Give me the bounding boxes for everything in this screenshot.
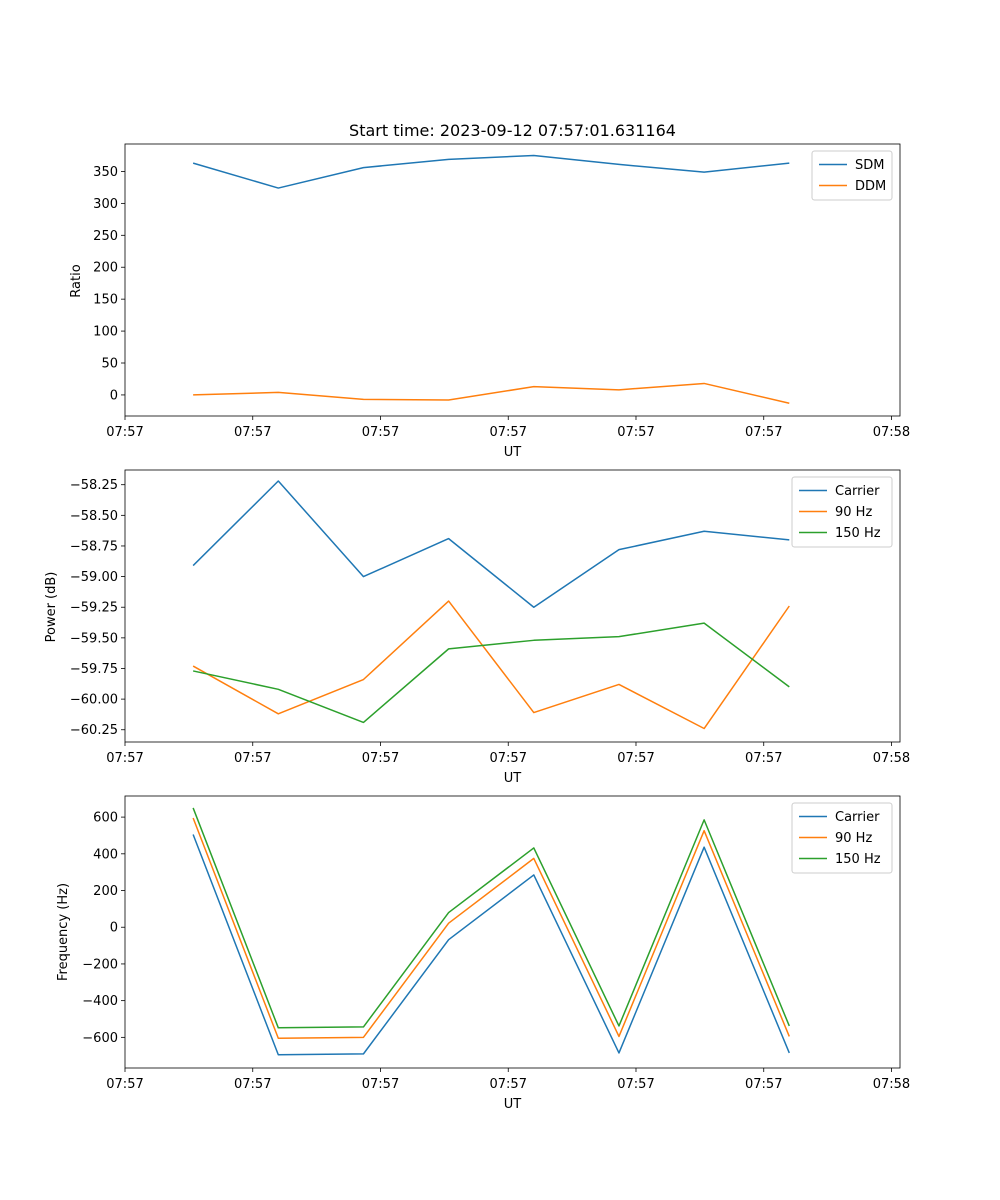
axes-frame (124, 795, 901, 1069)
y-tick-label: 200 (93, 261, 118, 276)
legend: Carrier 90 Hz 150 Hz (791, 802, 893, 874)
series-line-carrier (192, 834, 790, 1056)
x-axis-label: UT (504, 771, 522, 786)
y-tick-label: −600 (82, 1031, 118, 1046)
x-tick-label: 07:58 (873, 1077, 910, 1092)
x-axis-label: UT (504, 445, 522, 460)
y-tick-label: 400 (93, 847, 118, 862)
x-tick-label: 07:57 (745, 425, 782, 440)
x-axis-label: UT (504, 1097, 522, 1112)
frequency-subplot: UT Frequency (Hz) 07:57 07:57 07:57 07:57 07… (56, 795, 910, 1112)
series-line-ddm (193, 382, 790, 404)
x-tick-label: 07:57 (234, 1077, 271, 1092)
x-tick-label: 07:57 (234, 425, 271, 440)
legend-label: SDM (855, 158, 884, 173)
x-tick-label: 07:57 (234, 751, 271, 766)
x-tick-label: 07:57 (362, 1077, 399, 1092)
y-tick-label: 300 (93, 197, 118, 212)
legend-label: 150 Hz (835, 852, 881, 867)
y-tick-label: 150 (93, 293, 118, 308)
legend: Carrier 90 Hz 150 Hz (791, 476, 893, 548)
legend-box (791, 476, 893, 548)
y-tick-label: 0 (110, 921, 118, 936)
legend-label: Carrier (835, 484, 880, 499)
x-tick-label: 07:57 (490, 425, 527, 440)
x-tick-label: 07:57 (106, 751, 143, 766)
y-axis-label: Ratio (69, 264, 84, 297)
axes-frame (124, 143, 901, 417)
x-tick-label: 07:58 (873, 751, 910, 766)
y-tick-label: −58.75 (70, 539, 118, 554)
legend-label: 90 Hz (835, 505, 872, 520)
x-tick-label: 07:58 (873, 425, 910, 440)
y-tick-label: 0 (110, 388, 118, 403)
y-axis-label: Frequency (Hz) (56, 883, 71, 981)
y-tick-label: −58.50 (70, 509, 118, 524)
y-tick-label: −400 (82, 994, 118, 1009)
y-tick-label: −60.25 (70, 723, 118, 738)
power-subplot: UT Power (dB) 07:57 07:57 07:57 07:57 07:57 0… (44, 469, 910, 786)
series-line-150-hz (192, 807, 790, 1029)
series-line-90-hz (192, 817, 790, 1040)
y-tick-label: 100 (93, 325, 118, 340)
x-tick-label: 07:57 (490, 751, 527, 766)
legend-label: 150 Hz (835, 526, 881, 541)
series-line-carrier (192, 480, 790, 608)
chart-title: Start time: 2023-09-12 07:57:01.631164 (349, 121, 676, 140)
x-tick-label: 07:57 (106, 425, 143, 440)
ratio-subplot: Start time: 2023-09-12 07:57:01.631164 U… (69, 121, 910, 460)
legend: SDM DDM (811, 150, 893, 201)
x-tick-label: 07:57 (745, 751, 782, 766)
y-tick-label: −59.00 (70, 570, 118, 585)
legend-label: DDM (855, 179, 886, 194)
series-line-150-hz (192, 622, 790, 724)
x-tick-label: 07:57 (362, 751, 399, 766)
x-tick-label: 07:57 (617, 751, 654, 766)
x-tick-label: 07:57 (490, 1077, 527, 1092)
y-axis-label: Power (dB) (44, 572, 59, 643)
legend-label: Carrier (835, 810, 880, 825)
legend-box (791, 802, 893, 874)
y-tick-label: −59.50 (70, 631, 118, 646)
x-tick-label: 07:57 (362, 425, 399, 440)
axes-frame (124, 469, 901, 743)
x-tick-label: 07:57 (745, 1077, 782, 1092)
y-tick-label: 600 (93, 811, 118, 826)
series-line-sdm (192, 154, 790, 189)
x-tick-label: 07:57 (106, 1077, 143, 1092)
x-tick-label: 07:57 (617, 1077, 654, 1092)
y-tick-label: 350 (93, 165, 118, 180)
y-tick-label: 250 (93, 229, 118, 244)
y-tick-label: 200 (93, 884, 118, 899)
legend-box (811, 150, 893, 201)
y-tick-label: −59.25 (70, 601, 118, 616)
y-tick-label: −200 (82, 957, 118, 972)
series-line-90-hz (192, 600, 790, 730)
y-tick-label: −60.00 (70, 693, 118, 708)
legend-label: 90 Hz (835, 831, 872, 846)
y-tick-label: −58.25 (70, 478, 118, 493)
y-tick-label: −59.75 (70, 662, 118, 677)
y-tick-label: 50 (101, 357, 118, 372)
x-tick-label: 07:57 (617, 425, 654, 440)
